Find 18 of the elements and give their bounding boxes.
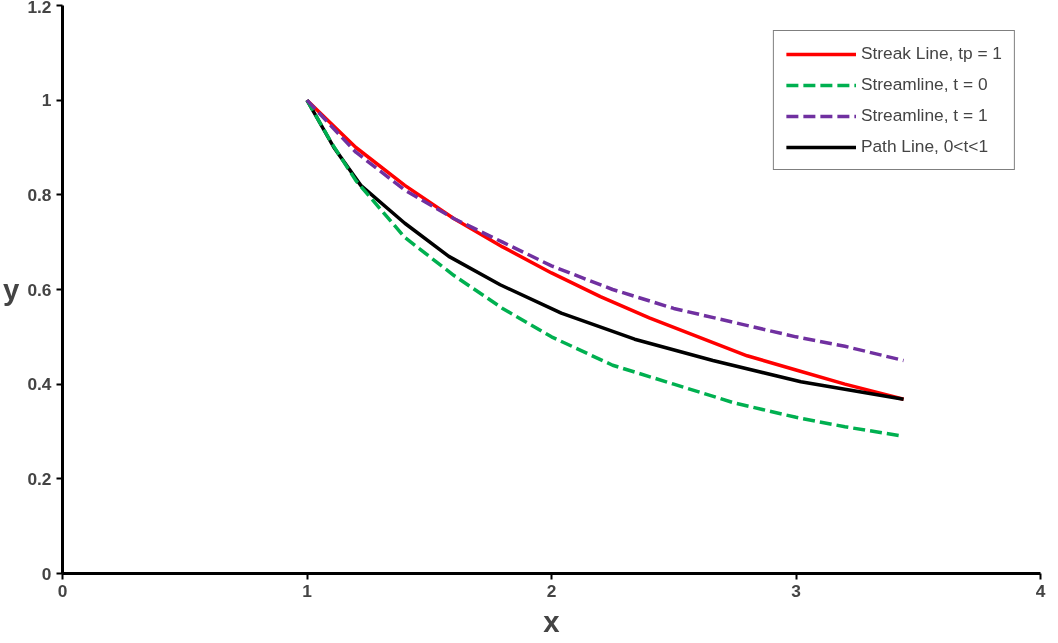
x-tick-label: 4 [1035,580,1046,601]
y-tick-label: 0.4 [27,374,52,395]
y-tick-label: 1.2 [27,0,52,17]
legend-label: Streamline, t = 1 [860,105,988,126]
x-axis-title: x [543,604,561,638]
legend-label: Streak Line, tp = 1 [860,43,1002,64]
legend-label: Streamline, t = 0 [860,74,988,95]
x-tick-label: 0 [57,580,68,601]
y-tick-label: 0.2 [27,468,52,489]
y-tick-label: 0.6 [27,279,52,300]
x-tick-label: 2 [546,580,557,601]
y-tick-label: 0 [41,563,52,584]
x-tick-label: 1 [302,580,313,601]
x-tick-label: 3 [791,580,802,601]
y-axis-title: y [3,273,21,306]
y-tick-label: 0.8 [27,184,52,205]
legend-label: Path Line, 0<t<1 [860,136,989,157]
y-tick-label: 1 [41,90,52,111]
